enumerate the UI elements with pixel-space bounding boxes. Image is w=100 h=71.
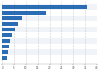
Bar: [2, 28, 14, 31]
Bar: [2, 22, 18, 26]
Bar: [2, 44, 97, 49]
Bar: [2, 50, 8, 54]
Bar: [2, 33, 12, 37]
Bar: [2, 15, 97, 21]
Bar: [2, 4, 97, 10]
Bar: [2, 10, 97, 15]
Bar: [2, 5, 88, 9]
Bar: [2, 55, 97, 61]
Bar: [2, 32, 97, 38]
Bar: [2, 56, 7, 60]
Bar: [2, 21, 97, 27]
Bar: [2, 45, 9, 48]
Bar: [2, 27, 97, 32]
Bar: [2, 16, 22, 20]
Bar: [2, 39, 10, 43]
Bar: [2, 49, 97, 55]
Bar: [2, 38, 97, 44]
Bar: [2, 11, 46, 15]
